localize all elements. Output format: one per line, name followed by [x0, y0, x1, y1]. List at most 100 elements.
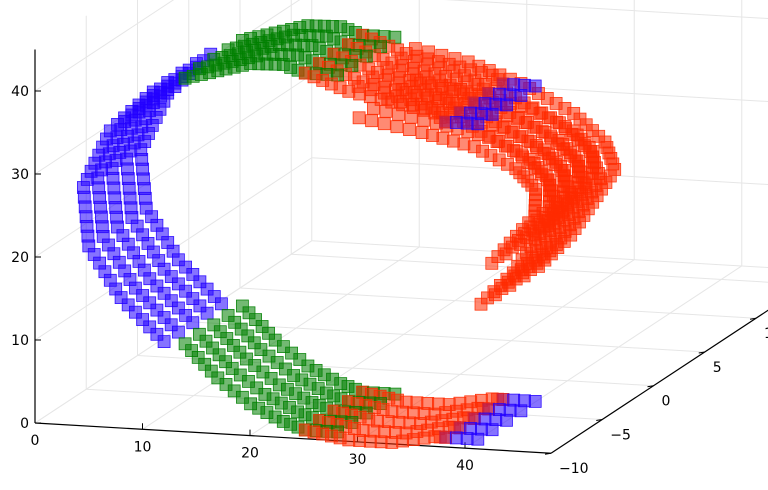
voxel-cube	[403, 123, 416, 136]
x-tick-label: 0	[31, 433, 40, 449]
z-tick-label: 40	[11, 84, 29, 100]
voxel-cube	[431, 94, 445, 108]
voxel-cube	[435, 82, 449, 95]
z-tick-label: 20	[11, 250, 29, 266]
y-tick-mark	[698, 351, 705, 354]
voxel-cube	[449, 72, 463, 86]
voxel-cube	[421, 52, 435, 66]
voxel-cube	[161, 76, 175, 89]
z-tick-label: 30	[11, 167, 29, 183]
voxel-cube	[449, 116, 463, 129]
y-tick-mark	[596, 418, 603, 421]
grid-line	[34, 74, 313, 258]
z-tick-label: 0	[20, 416, 29, 432]
voxel-cube	[406, 62, 420, 75]
voxel-cube	[471, 432, 485, 446]
voxel-cube	[396, 59, 410, 73]
voxel-cube	[485, 423, 499, 437]
x-tick-label: 30	[349, 452, 367, 468]
voxel-cube	[453, 60, 467, 74]
voxel-cube	[428, 67, 442, 81]
voxel-cube	[385, 95, 399, 109]
grid-line	[249, 252, 528, 437]
voxel-cube	[460, 75, 474, 89]
voxel-cube	[353, 87, 367, 101]
voxel-cube	[352, 111, 366, 125]
grid-line	[34, 0, 175, 92]
voxel-cube	[385, 435, 399, 449]
voxel-cube	[417, 431, 431, 445]
grid-line	[291, 253, 768, 283]
z-tick-label: 10	[11, 333, 29, 349]
voxel-cube	[186, 316, 200, 330]
voxel-cube	[353, 434, 367, 447]
voxel-cube	[446, 85, 460, 98]
voxel-cube	[200, 306, 214, 320]
grid-line	[311, 240, 768, 268]
x-tick-label: 20	[241, 446, 259, 462]
voxel-cube	[385, 56, 399, 70]
y-tick-mark	[749, 317, 757, 320]
voxel-cube	[363, 434, 377, 448]
voxel-cube	[374, 435, 388, 449]
voxel-cube	[410, 49, 424, 63]
y-axis-line	[550, 309, 768, 454]
x-tick-label: 40	[456, 458, 474, 474]
x-tick-label: 10	[134, 439, 152, 455]
voxel-cube	[528, 79, 542, 93]
voxel-cube	[514, 404, 528, 418]
voxel-cube	[415, 126, 429, 139]
y-tick-mark	[544, 452, 552, 455]
y-tick-label: −10	[559, 461, 589, 477]
voxel-cube	[392, 71, 406, 85]
y-tick-mark	[647, 385, 654, 388]
voxel-cube	[171, 325, 185, 339]
voxel-layer	[77, 19, 622, 449]
voxel-cube	[464, 63, 478, 77]
voxel-cube	[474, 66, 488, 79]
voxel-cube	[460, 432, 474, 445]
voxel-cube	[410, 89, 424, 102]
voxel-cube	[417, 103, 431, 117]
voxel-cube	[449, 431, 463, 445]
voxel-cube	[378, 80, 392, 94]
voxel-cube	[442, 57, 456, 71]
y-tick-label: 5	[713, 360, 722, 376]
voxel-cube	[414, 76, 427, 90]
voxel-cube	[500, 413, 513, 427]
voxel-cube	[406, 433, 420, 447]
voxel-cube	[500, 98, 513, 112]
voxel-cube	[396, 98, 410, 112]
voxel-cube	[381, 68, 395, 82]
voxel-cube	[431, 55, 445, 68]
grid-line	[239, 287, 757, 319]
voxel-cube	[485, 107, 499, 121]
y-tick-label: 0	[662, 394, 671, 410]
voxel-cube	[399, 86, 413, 100]
voxel-cube	[528, 394, 542, 408]
y-tick-label: −5	[610, 427, 631, 443]
voxel-cube	[390, 120, 404, 134]
voxel-cube	[417, 64, 431, 78]
voxel-cube	[471, 117, 485, 131]
voxel-cube	[439, 115, 453, 129]
y-tick-label: 10	[764, 326, 768, 342]
voxel-cube	[439, 430, 453, 444]
voxel-cube	[146, 85, 160, 99]
voxel-cube	[371, 66, 384, 79]
voxel-cube	[367, 78, 381, 91]
voxel-cube	[424, 79, 438, 93]
grid-line	[188, 321, 705, 353]
voxel-cube	[406, 101, 420, 114]
axis-layer	[34, 49, 768, 455]
voxel-cube	[421, 91, 435, 105]
grid-line	[443, 0, 768, 19]
voxel-cube	[460, 116, 474, 130]
voxel-cube	[363, 90, 377, 104]
voxel-cube	[514, 89, 528, 102]
voxel-cube	[214, 297, 228, 311]
voxel-cube	[399, 47, 413, 60]
voxel-cube	[439, 70, 453, 83]
